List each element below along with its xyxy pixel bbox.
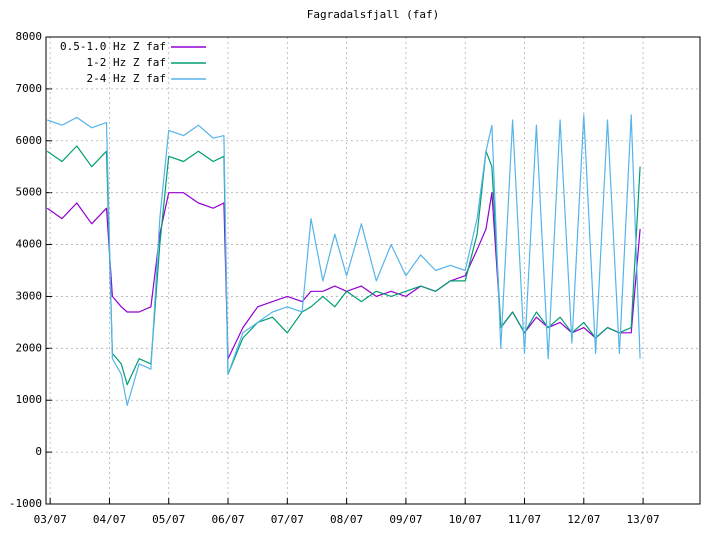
legend-label: 2-4 Hz Z faf <box>87 72 166 85</box>
x-tick-label: 06/07 <box>211 513 244 526</box>
y-tick-label: 3000 <box>16 289 43 302</box>
y-tick-label: 6000 <box>16 134 43 147</box>
x-tick-label: 05/07 <box>152 513 185 526</box>
x-tick-label: 03/07 <box>34 513 67 526</box>
y-tick-label: 2000 <box>16 341 43 354</box>
x-tick-label: 04/07 <box>93 513 126 526</box>
y-tick-label: 5000 <box>16 186 43 199</box>
x-tick-label: 13/07 <box>627 513 660 526</box>
legend-label: 1-2 Hz Z faf <box>87 56 166 69</box>
x-tick-label: 10/07 <box>449 513 482 526</box>
series-line <box>46 192 641 360</box>
chart-title: Fagradalsfjall (faf) <box>307 8 439 21</box>
x-tick-label: 08/07 <box>330 513 363 526</box>
y-tick-label: 0 <box>35 445 42 458</box>
x-tick-label: 07/07 <box>271 513 304 526</box>
y-tick-label: 8000 <box>16 30 43 43</box>
y-tick-label: 7000 <box>16 82 43 95</box>
x-tick-label: 12/07 <box>567 513 600 526</box>
series-line <box>47 114 641 406</box>
y-tick-label: 1000 <box>16 393 43 406</box>
x-tick-label: 11/07 <box>508 513 541 526</box>
y-tick-label: -1000 <box>9 497 42 510</box>
plot-frame <box>45 36 701 505</box>
x-tick-label: 09/07 <box>389 513 422 526</box>
y-tick-label: 4000 <box>16 238 43 251</box>
legend-label: 0.5-1.0 Hz Z faf <box>60 40 166 53</box>
